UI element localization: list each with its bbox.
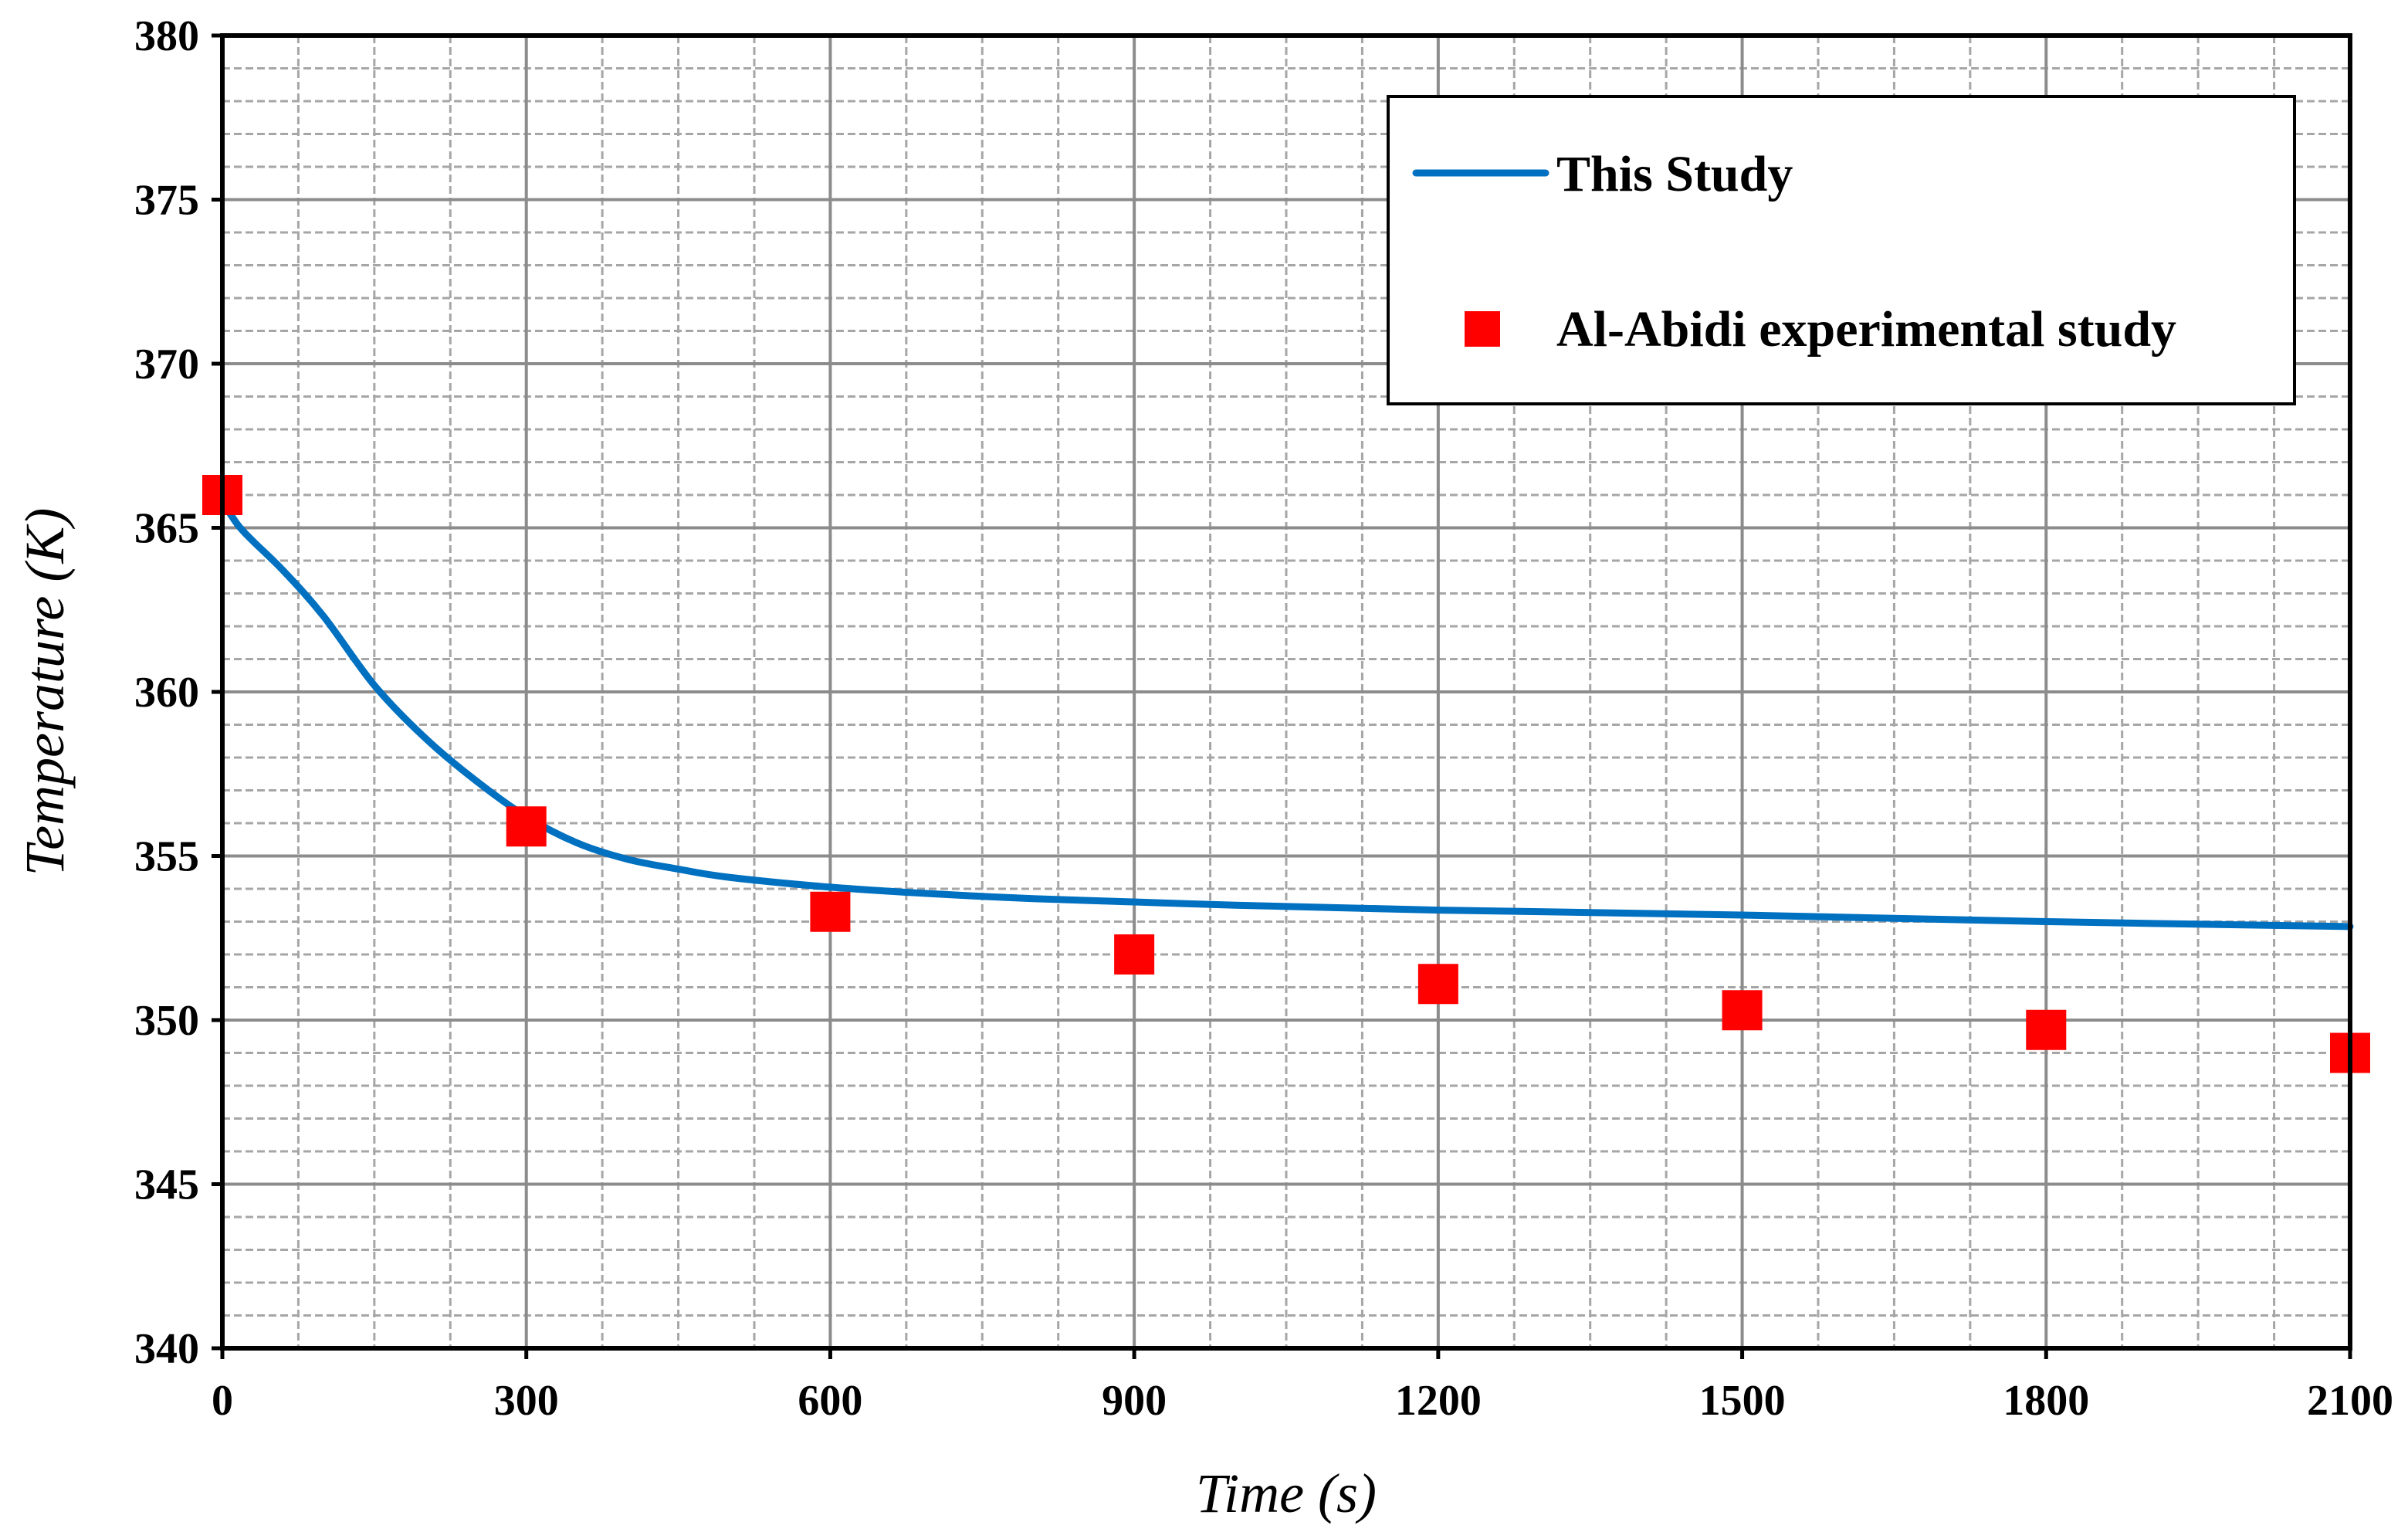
data-point-al-abidi [1114, 934, 1155, 975]
y-tick-label: 345 [134, 1161, 199, 1209]
y-tick-label: 340 [134, 1325, 199, 1373]
x-tick-label: 2100 [2307, 1377, 2393, 1425]
x-tick-label: 0 [212, 1377, 233, 1425]
y-tick-label: 355 [134, 833, 199, 881]
data-point-al-abidi [1722, 990, 1763, 1031]
y-tick-label: 380 [134, 12, 199, 60]
legend-marker-swatch [1465, 311, 1500, 347]
x-tick-label: 1500 [1699, 1377, 1786, 1425]
x-tick-label: 600 [798, 1377, 862, 1425]
data-point-al-abidi [2026, 1009, 2067, 1050]
x-axis-title: Time (s) [1196, 1463, 1377, 1524]
y-tick-label: 360 [134, 669, 199, 717]
x-tick-label: 300 [494, 1377, 559, 1425]
series-line-this-study [218, 498, 2354, 931]
data-point-al-abidi [1417, 964, 1458, 1005]
legend-box [1387, 95, 2296, 405]
y-axis-title: Temperature (K) [14, 508, 76, 876]
y-tick-label: 350 [134, 997, 199, 1045]
legend-label-this-study: This Study [1556, 146, 1793, 202]
y-tick-labels: 340 345 350 355 360 365 370 375 380 [134, 12, 222, 1373]
legend-label-experimental: Al-Abidi experimental study [1556, 301, 2176, 358]
x-tick-label: 1200 [1395, 1377, 1482, 1425]
data-point-al-abidi [506, 806, 547, 847]
y-tick-label: 370 [134, 341, 199, 388]
x-tick-label: 900 [1102, 1377, 1167, 1425]
y-tick-label: 375 [134, 177, 199, 225]
legend: This Study Al-Abidi experimental study [1387, 95, 2296, 405]
x-tick-labels: 0 300 600 900 1200 1500 1800 2100 [212, 1348, 2393, 1425]
x-tick-label: 1800 [2003, 1377, 2089, 1425]
data-point-al-abidi [810, 891, 851, 932]
y-tick-label: 365 [134, 505, 199, 553]
this-study-line-layer [218, 498, 2354, 931]
